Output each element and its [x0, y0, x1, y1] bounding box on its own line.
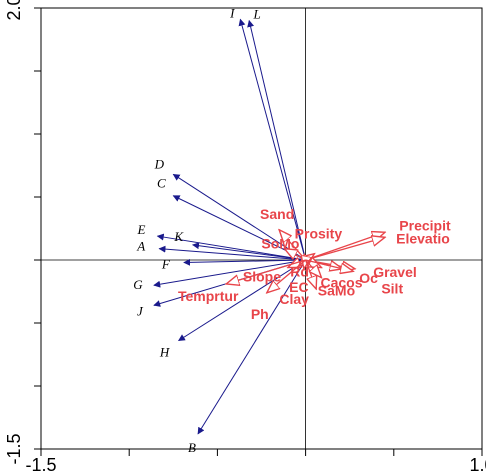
site-arrow-f [183, 258, 306, 266]
env-label-slope: Slope [243, 269, 281, 285]
site-arrow-b [197, 259, 307, 435]
env-arrow-temprtur [226, 259, 306, 284]
site-label-f: F [161, 257, 171, 272]
site-arrow-l [247, 19, 307, 261]
site-label-j: J [137, 303, 144, 318]
env-arrow-elevatio [305, 237, 385, 261]
site-label-k: K [173, 229, 184, 244]
env-label-rd: Rd [290, 263, 309, 279]
env-label-temprtur: Temprtur [178, 288, 239, 304]
site-label-g: G [133, 277, 143, 292]
site-label-h: H [159, 345, 170, 360]
env-arrow-samo [305, 259, 322, 278]
x-tick-label: 1.0 [469, 455, 486, 475]
env-label-precipit: Precipit [399, 217, 451, 233]
env-label-ph: Ph [251, 306, 269, 322]
site-labels: I L DC E K A F GJ H B [133, 5, 261, 455]
env-labels: SandSoMoProsityPrecipitElevatioGravelOcS… [178, 206, 451, 322]
site-arrow-a [158, 245, 306, 261]
env-label-samo: SaMo [318, 283, 355, 299]
env-label-somo: SoMo [261, 236, 299, 252]
site-label-i: I [229, 5, 235, 20]
env-label-sand: Sand [260, 206, 294, 222]
site-label-c: C [157, 176, 166, 191]
env-arrows [226, 230, 385, 293]
y-tick-label: -1.5 [4, 433, 24, 464]
site-arrow-d [172, 173, 306, 261]
env-label-silt: Silt [381, 280, 403, 296]
plot-frame [40, 7, 483, 450]
site-arrow-e [156, 233, 306, 261]
env-label-prosity: Prosity [295, 226, 343, 242]
site-arrow-i [238, 18, 307, 261]
tick-labels: -1.5 1.0 -1.5 2.0 [4, 0, 486, 475]
site-arrow-g [153, 259, 306, 288]
site-label-l: L [253, 7, 261, 22]
site-label-b: B [188, 440, 196, 455]
y-tick-label: 2.0 [4, 0, 24, 21]
env-arrow-ph [267, 259, 307, 293]
site-label-d: D [154, 156, 165, 171]
site-label-e: E [136, 222, 145, 237]
axis-ticks [34, 7, 483, 456]
site-arrow-h [178, 259, 306, 342]
env-label-cacos: Cacos [320, 275, 362, 291]
site-arrows [153, 18, 307, 435]
env-label-ec: EC [289, 279, 308, 295]
env-label-oc: Oc [359, 270, 378, 286]
env-arrow-silt [305, 259, 354, 271]
x-tick-label: -1.5 [25, 455, 56, 475]
site-label-a: A [136, 239, 145, 254]
env-label-gravel: Gravel [373, 264, 417, 280]
env-label-elevatio: Elevatio [396, 230, 450, 246]
env-arrow-ec [304, 260, 306, 269]
env-label-clay: Clay [279, 291, 309, 307]
